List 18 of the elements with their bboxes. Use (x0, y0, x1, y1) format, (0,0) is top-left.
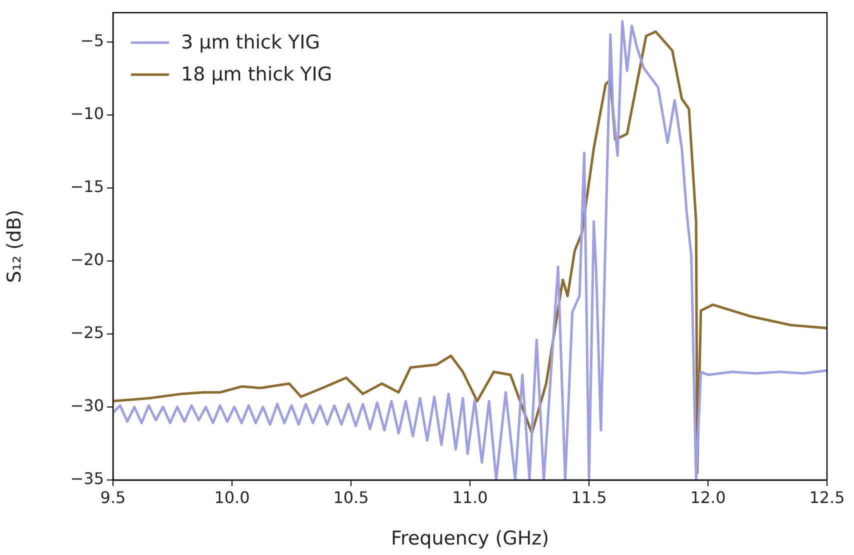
x-tick-label: 11.5 (571, 488, 607, 507)
x-tick-label: 12.5 (809, 488, 845, 507)
x-tick-label: 9.5 (100, 488, 126, 507)
y-tick-label: −35 (70, 469, 104, 488)
x-tick-label: 10.0 (214, 488, 250, 507)
y-tick-label: −10 (70, 104, 104, 123)
x-axis-title: Frequency (GHz) (390, 528, 550, 550)
y-tick-label: −20 (70, 250, 104, 270)
x-tick-label: 12.0 (690, 488, 726, 507)
y-tick-label: −25 (70, 323, 104, 342)
y-tick-label: −15 (70, 177, 104, 196)
y-tick-label: −5 (80, 30, 104, 50)
x-tick-label: 10.5 (333, 488, 369, 507)
legend-label: 3 μm thick YIG (181, 32, 320, 54)
legend-label: 18 μm thick YIG (181, 64, 332, 86)
x-tick-label: 11.0 (452, 488, 488, 507)
y-axis-title: S₁₂ (dB) (3, 210, 26, 283)
y-tick-label: −30 (70, 396, 104, 416)
